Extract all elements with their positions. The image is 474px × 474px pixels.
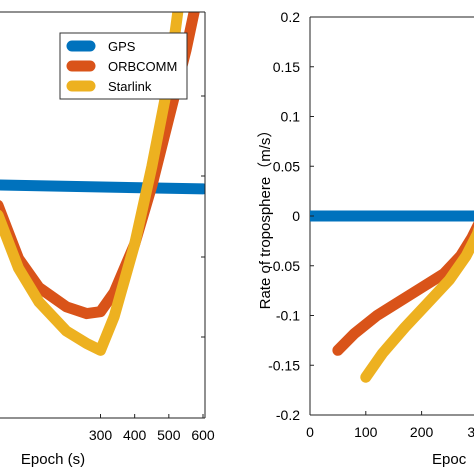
series-line-gps — [0, 179, 205, 195]
y-tick-label: -0.05 — [268, 258, 300, 274]
y-tick-label: 0.15 — [273, 59, 300, 75]
legend-label-gps: GPS — [108, 39, 136, 54]
y-tick-label: 0.1 — [281, 109, 301, 125]
x-tick-label: 600 — [191, 427, 215, 443]
y-tick-label: -0.2 — [276, 407, 300, 423]
series-line-orbcomm — [332, 221, 474, 356]
x-tick-label: 30 — [467, 424, 474, 440]
series-line-orbcomm — [0, 12, 200, 320]
y-tick-label: 0.05 — [273, 158, 300, 174]
right-chart: 0.2 0.15 0.1 0.05 0 -0.05 -0.1 -0.15 -0.2 0 100 200… — [257, 9, 474, 468]
legend-label-starlink: Starlink — [108, 79, 152, 94]
series-line-starlink — [0, 12, 184, 356]
y-tick-label: -0.15 — [268, 357, 300, 373]
x-tick-label: 400 — [123, 427, 147, 443]
y-axis-label: Rate of troposphere（m/s） — [257, 123, 274, 310]
x-tick-label: 200 — [410, 424, 434, 440]
right-plot-area — [310, 210, 474, 383]
y-tick-label: 0.2 — [281, 9, 301, 25]
left-chart: 300 400 500 600 Epoch (s) GPS ORBCOMM Starlink — [0, 11, 215, 468]
x-tick-label: 100 — [354, 424, 378, 440]
legend: GPS ORBCOMM Starlink — [59, 32, 188, 100]
x-tick-label: 0 — [306, 424, 314, 440]
series-line-starlink — [360, 226, 474, 383]
x-axis-label: Epoc — [432, 451, 467, 468]
x-tick-label: 300 — [89, 427, 113, 443]
x-axis-label: Epoch (s) — [21, 451, 85, 468]
y-tick-label: 0 — [292, 208, 300, 224]
legend-label-orbcomm: ORBCOMM — [108, 59, 177, 74]
left-plot-area — [0, 12, 205, 356]
y-tick-label: -0.1 — [276, 308, 300, 324]
x-tick-label: 500 — [157, 427, 181, 443]
